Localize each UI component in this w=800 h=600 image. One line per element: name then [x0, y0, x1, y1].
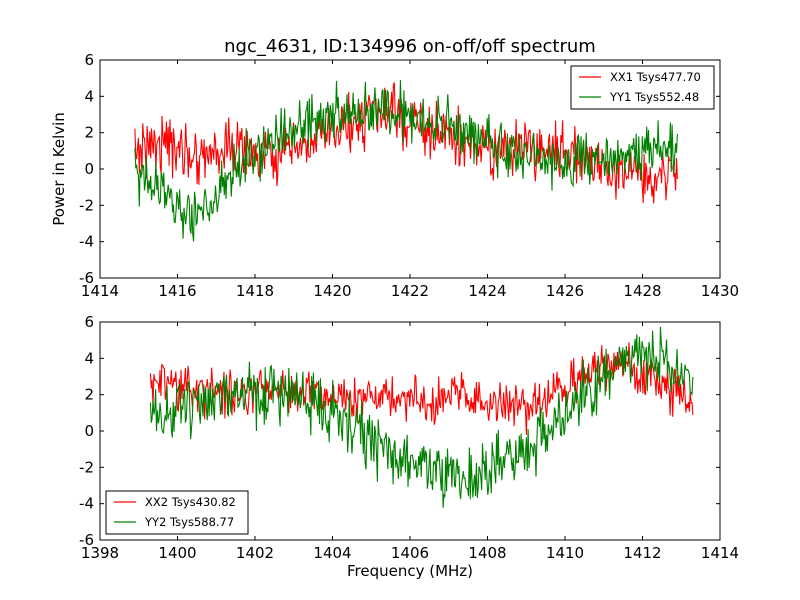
x-tick-label: 1414: [81, 282, 119, 300]
x-tick-label: 1408: [468, 544, 506, 562]
x-tick-label: 1402: [236, 544, 274, 562]
bottom-plot: 1398 1400 1402 1404 1406 1408 1410 1412 1414 -6 -4…: [79, 313, 739, 562]
y-tick-label: 4: [84, 87, 94, 105]
x-tick-label: 1404: [313, 544, 351, 562]
y-tick-label: -2: [79, 458, 94, 476]
y-tick-label: 6: [84, 313, 94, 331]
x-tick-label: 1400: [158, 544, 196, 562]
y-tick-label: 6: [84, 51, 94, 69]
y-tick-label: 4: [84, 349, 94, 367]
series-line-yy2: [149, 326, 694, 508]
legend-label: YY1 Tsys552.48: [609, 90, 699, 104]
top-plot: 1414 1416 1418 1420 1422 1424 1426 1428 1430 -6 -4…: [79, 51, 739, 300]
legend-label: YY2 Tsys588.77: [144, 515, 234, 529]
bottom-x-axis-label: Frequency (MHz): [347, 562, 473, 580]
x-tick-label: 1414: [701, 544, 739, 562]
legend-label: XX1 Tsys477.70: [610, 70, 701, 84]
x-tick-label: 1398: [81, 544, 119, 562]
legend: XX2 Tsys430.82 YY2 Tsys588.77: [105, 490, 249, 535]
legend-label: XX2 Tsys430.82: [145, 495, 236, 509]
y-tick-label: 2: [84, 124, 94, 142]
chart-title: ngc_4631, ID:134996 on-off/off spectrum: [224, 36, 596, 57]
x-tick-label: 1418: [236, 282, 274, 300]
y-tick-label: -6: [79, 531, 94, 549]
x-tick-label: 1424: [468, 282, 506, 300]
x-tick-label: 1426: [546, 282, 584, 300]
y-tick-label: -4: [79, 495, 94, 513]
y-tick-label: 0: [84, 160, 94, 178]
top-y-axis-label: Power in Kelvin: [50, 112, 68, 226]
x-tick-label: 1420: [313, 282, 351, 300]
x-tick-label: 1430: [701, 282, 739, 300]
x-tick-label: 1406: [391, 544, 429, 562]
legend: XX1 Tsys477.70 YY1 Tsys552.48: [570, 65, 715, 110]
y-tick-label: 0: [84, 422, 94, 440]
y-tick-label: -4: [79, 233, 94, 251]
x-tick-label: 1422: [391, 282, 429, 300]
series-line-yy1: [134, 80, 678, 242]
legend-box: [570, 65, 715, 110]
x-tick-label: 1410: [546, 544, 584, 562]
x-tick-label: 1412: [623, 544, 661, 562]
x-tick-label: 1428: [623, 282, 661, 300]
y-tick-label: -6: [79, 269, 94, 287]
y-tick-label: 2: [84, 386, 94, 404]
x-tick-label: 1416: [158, 282, 196, 300]
y-tick-label: -2: [79, 196, 94, 214]
legend-box: [105, 490, 249, 535]
